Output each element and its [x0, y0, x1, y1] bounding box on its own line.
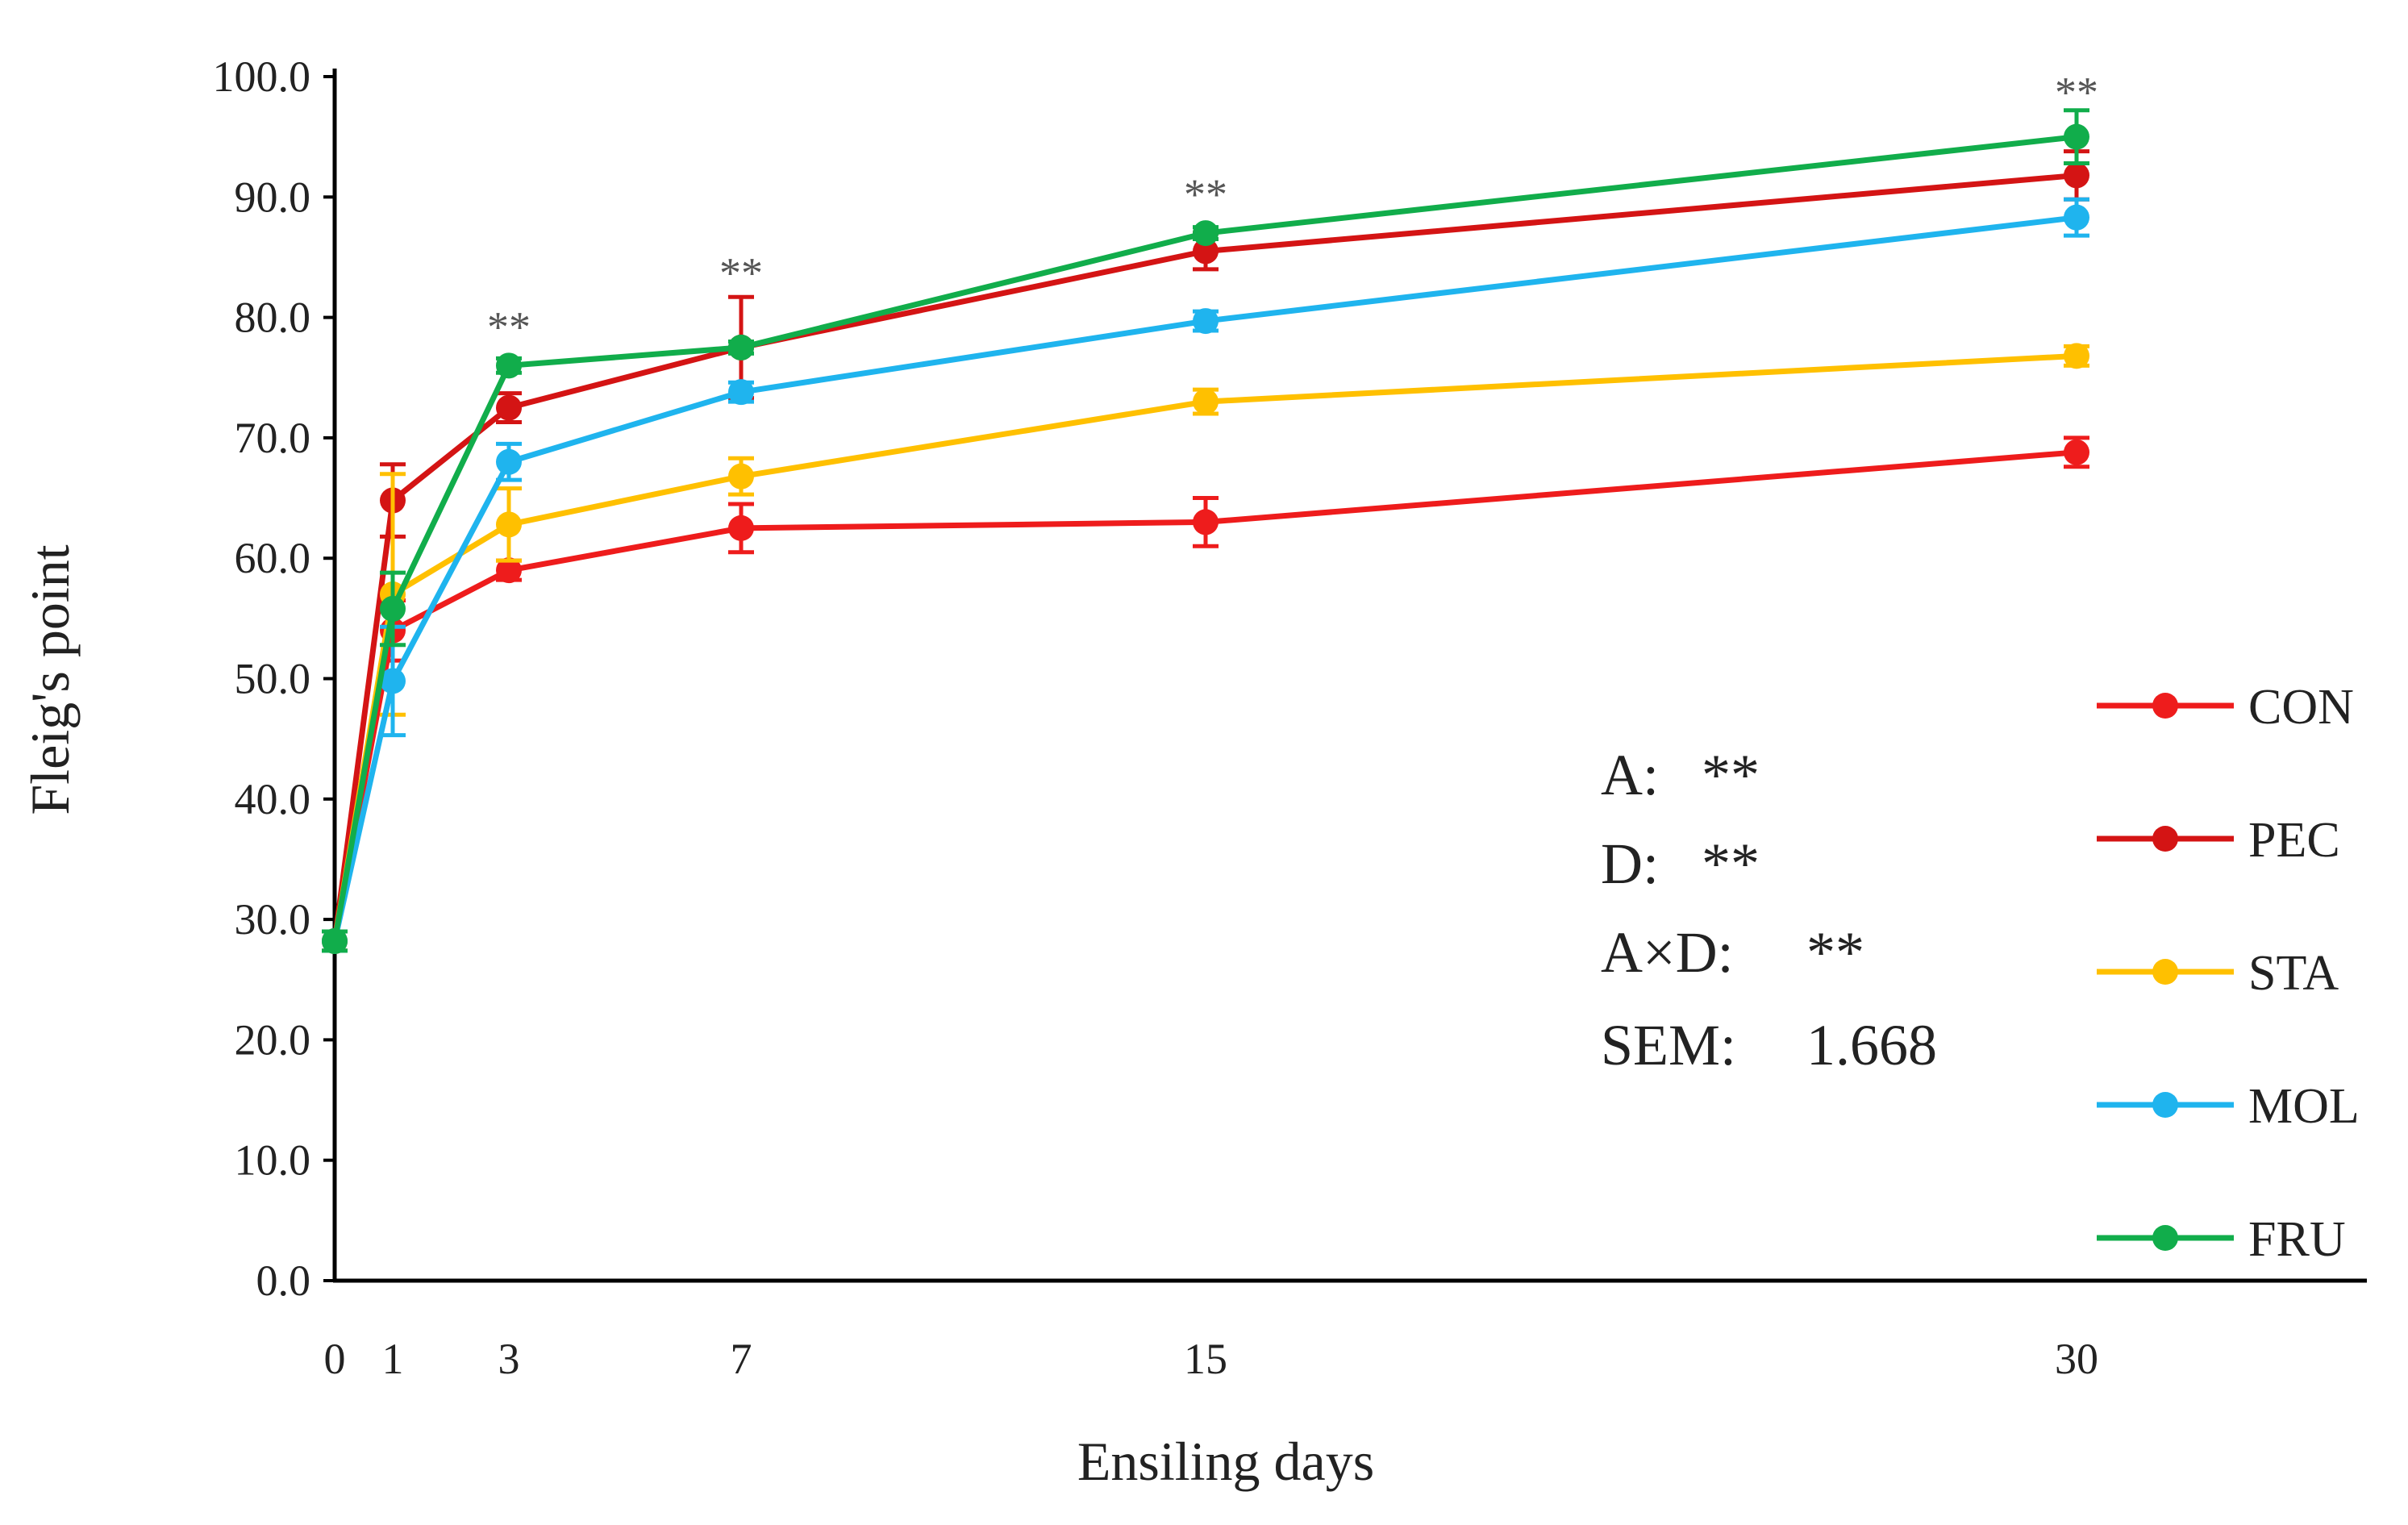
x-tick-label: 3 — [498, 1335, 520, 1383]
series-line — [331, 352, 2077, 942]
series-mol — [322, 197, 2089, 954]
y-tick-label: 100.0 — [213, 52, 311, 101]
y-tick-label: 50.0 — [235, 655, 311, 703]
legend-item-fru: FRU — [2097, 1212, 2346, 1267]
data-point — [2064, 162, 2089, 189]
legend-label: MOL — [2248, 1079, 2360, 1134]
x-tick-label: 7 — [731, 1335, 752, 1383]
data-point — [2064, 204, 2089, 231]
significance-label: ** — [487, 302, 531, 351]
y-tick-label: 60.0 — [235, 534, 311, 582]
legend-swatch-marker — [2152, 693, 2178, 719]
stats-annotation: A: ** D: ** A×D: ** SEM: 1.668 — [1601, 743, 1937, 1077]
x-tick-label: 1 — [382, 1335, 404, 1383]
legend-label: FRU — [2248, 1212, 2346, 1267]
stat-value-d: ** — [1702, 831, 1760, 896]
data-point — [1193, 220, 1219, 247]
stat-label-a: A: — [1601, 743, 1659, 807]
legend-item-mol: MOL — [2097, 1079, 2360, 1134]
x-tick-label: 15 — [1184, 1335, 1227, 1383]
legend-item-pec: PEC — [2097, 813, 2340, 868]
data-point — [380, 668, 406, 694]
series-line — [331, 172, 2077, 942]
x-tick-label: 0 — [324, 1335, 346, 1383]
significance-label: ** — [719, 248, 763, 297]
stat-label-d: D: — [1601, 831, 1659, 896]
series-fru — [322, 108, 2089, 954]
y-tick-label: 80.0 — [235, 294, 311, 342]
series-sta — [322, 343, 2089, 954]
stat-label-axd: A×D: — [1601, 920, 1734, 985]
legend-swatch-marker — [2152, 826, 2178, 852]
data-point — [2064, 123, 2089, 150]
legend-label: CON — [2248, 680, 2354, 735]
legend-label: STA — [2248, 946, 2339, 1001]
significance-label: ** — [1184, 170, 1227, 219]
x-axis-ticks: 0 1 3 7 15 30 — [324, 1335, 2099, 1383]
series-line — [331, 134, 2077, 942]
series-layer — [322, 108, 2089, 954]
legend-swatch-marker — [2152, 1225, 2178, 1251]
stat-value-axd: ** — [1806, 920, 1864, 985]
data-point — [1193, 308, 1219, 335]
legend-swatch-marker — [2152, 1092, 2178, 1118]
data-point — [322, 927, 348, 954]
y-tick-label: 10.0 — [235, 1136, 311, 1185]
y-tick-label: 30.0 — [235, 895, 311, 944]
x-axis-title: Ensiling days — [1077, 1431, 1374, 1492]
data-point — [2064, 343, 2089, 369]
legend-label: PEC — [2248, 813, 2340, 868]
significance-markers: ** ** ** ** — [487, 68, 2098, 351]
legend: CON PEC STA MOL FRU — [2097, 680, 2360, 1267]
data-point — [1193, 509, 1219, 535]
stat-label-sem: SEM: — [1601, 1013, 1736, 1077]
legend-swatch-marker — [2152, 959, 2178, 985]
data-point — [496, 557, 522, 584]
data-point — [496, 352, 522, 379]
y-axis-ticks: 0.0 10.0 20.0 30.0 40.0 50.0 60.0 70.0 80.0 90.0 1… — [213, 52, 335, 1305]
y-tick-label: 0.0 — [256, 1256, 311, 1305]
data-point — [2064, 439, 2089, 465]
significance-label: ** — [2055, 68, 2098, 116]
y-axis-title: Fleig's point — [19, 544, 81, 815]
data-point — [496, 448, 522, 475]
y-tick-label: 40.0 — [235, 775, 311, 823]
stat-value-a: ** — [1702, 743, 1760, 807]
data-point — [728, 334, 754, 360]
data-point — [380, 595, 406, 622]
legend-item-con: CON — [2097, 680, 2354, 735]
y-tick-label: 90.0 — [235, 173, 311, 221]
series-line — [331, 215, 2077, 942]
y-tick-label: 70.0 — [235, 414, 311, 462]
stat-value-sem: 1.668 — [1806, 1013, 1937, 1077]
data-point — [728, 463, 754, 490]
x-tick-label: 30 — [2055, 1335, 2098, 1383]
data-point — [1193, 238, 1219, 265]
data-point — [728, 379, 754, 406]
data-point — [496, 511, 522, 538]
series-pec — [322, 149, 2089, 954]
series-con — [322, 435, 2089, 954]
y-tick-label: 20.0 — [235, 1015, 311, 1064]
data-point — [728, 515, 754, 541]
data-point — [1193, 389, 1219, 415]
legend-item-sta: STA — [2097, 946, 2339, 1001]
data-point — [496, 394, 522, 421]
